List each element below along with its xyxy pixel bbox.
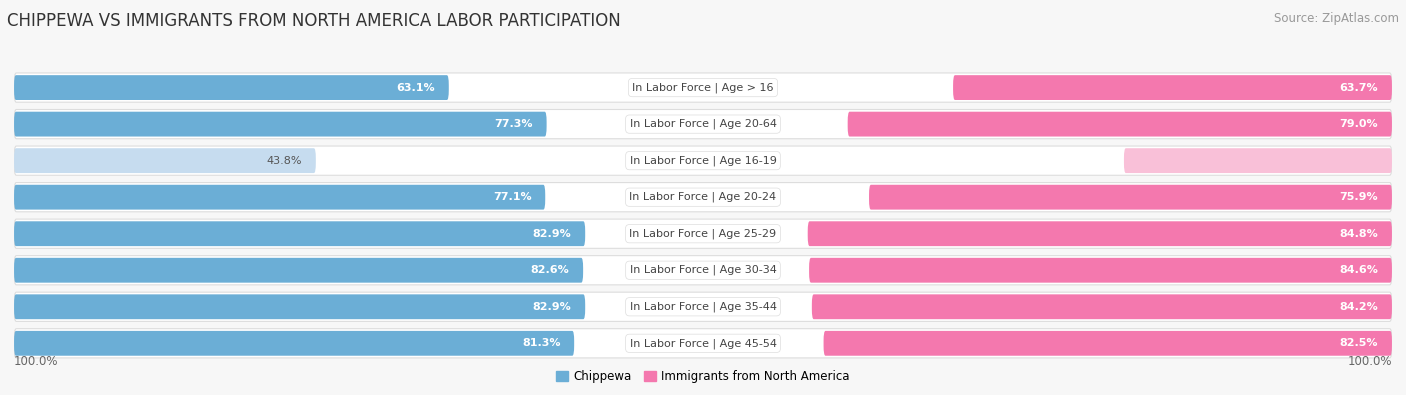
Text: 63.1%: 63.1%	[396, 83, 434, 92]
FancyBboxPatch shape	[14, 219, 1392, 248]
Text: In Labor Force | Age 35-44: In Labor Force | Age 35-44	[630, 301, 776, 312]
FancyBboxPatch shape	[953, 75, 1392, 100]
FancyBboxPatch shape	[14, 73, 1392, 102]
FancyBboxPatch shape	[807, 221, 1392, 246]
FancyBboxPatch shape	[14, 146, 1392, 175]
Text: CHIPPEWA VS IMMIGRANTS FROM NORTH AMERICA LABOR PARTICIPATION: CHIPPEWA VS IMMIGRANTS FROM NORTH AMERIC…	[7, 12, 621, 30]
FancyBboxPatch shape	[14, 329, 1392, 358]
Text: 77.1%: 77.1%	[494, 192, 531, 202]
Text: In Labor Force | Age 16-19: In Labor Force | Age 16-19	[630, 155, 776, 166]
FancyBboxPatch shape	[14, 109, 1392, 139]
Text: 84.2%: 84.2%	[1340, 302, 1378, 312]
Text: In Labor Force | Age 30-34: In Labor Force | Age 30-34	[630, 265, 776, 275]
FancyBboxPatch shape	[14, 221, 585, 246]
FancyBboxPatch shape	[824, 331, 1392, 356]
FancyBboxPatch shape	[869, 185, 1392, 210]
FancyBboxPatch shape	[14, 331, 574, 356]
Text: 81.3%: 81.3%	[522, 338, 561, 348]
Text: 43.8%: 43.8%	[267, 156, 302, 166]
Text: 84.6%: 84.6%	[1340, 265, 1378, 275]
Text: 100.0%: 100.0%	[14, 355, 59, 368]
Text: In Labor Force | Age 45-54: In Labor Force | Age 45-54	[630, 338, 776, 348]
FancyBboxPatch shape	[1123, 148, 1392, 173]
Text: In Labor Force | Age 20-64: In Labor Force | Age 20-64	[630, 119, 776, 130]
Text: 82.9%: 82.9%	[533, 229, 571, 239]
Text: 82.6%: 82.6%	[530, 265, 569, 275]
FancyBboxPatch shape	[14, 75, 449, 100]
Text: 84.8%: 84.8%	[1340, 229, 1378, 239]
Text: 100.0%: 100.0%	[1347, 355, 1392, 368]
Text: 82.9%: 82.9%	[533, 302, 571, 312]
Text: In Labor Force | Age > 16: In Labor Force | Age > 16	[633, 82, 773, 93]
FancyBboxPatch shape	[14, 256, 1392, 285]
FancyBboxPatch shape	[848, 112, 1392, 137]
FancyBboxPatch shape	[14, 148, 316, 173]
Legend: Chippewa, Immigrants from North America: Chippewa, Immigrants from North America	[555, 370, 851, 383]
Text: Source: ZipAtlas.com: Source: ZipAtlas.com	[1274, 12, 1399, 25]
Text: 82.5%: 82.5%	[1340, 338, 1378, 348]
FancyBboxPatch shape	[14, 258, 583, 283]
Text: 75.9%: 75.9%	[1340, 192, 1378, 202]
Text: 63.7%: 63.7%	[1340, 83, 1378, 92]
Text: In Labor Force | Age 25-29: In Labor Force | Age 25-29	[630, 228, 776, 239]
FancyBboxPatch shape	[811, 294, 1392, 319]
FancyBboxPatch shape	[808, 258, 1392, 283]
Text: In Labor Force | Age 20-24: In Labor Force | Age 20-24	[630, 192, 776, 202]
FancyBboxPatch shape	[14, 294, 585, 319]
Text: 77.3%: 77.3%	[495, 119, 533, 129]
Text: 79.0%: 79.0%	[1340, 119, 1378, 129]
FancyBboxPatch shape	[14, 292, 1392, 322]
FancyBboxPatch shape	[14, 112, 547, 137]
FancyBboxPatch shape	[14, 182, 1392, 212]
FancyBboxPatch shape	[14, 185, 546, 210]
